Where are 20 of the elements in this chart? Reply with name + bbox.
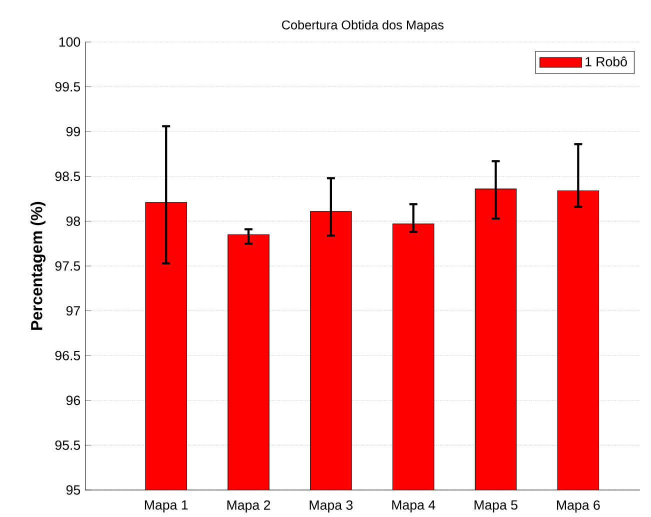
y-tick-label: 99 bbox=[66, 126, 80, 136]
y-tick-label: 97 bbox=[66, 306, 80, 316]
y-tick-label: 95.5 bbox=[55, 440, 80, 450]
y-tick-label: 98.5 bbox=[55, 172, 80, 182]
y-tick-label: 99.5 bbox=[55, 82, 80, 92]
x-tick-label: Mapa 5 bbox=[474, 500, 518, 512]
y-axis-title: Percentagem (%) bbox=[30, 202, 46, 330]
y-tick-label: 95 bbox=[66, 485, 80, 495]
y-tick-label: 96 bbox=[66, 396, 80, 406]
y-tick-label: 97.5 bbox=[55, 261, 80, 271]
y-tick-label: 100 bbox=[59, 37, 80, 47]
x-tick-label: Mapa 4 bbox=[392, 500, 436, 512]
chart-title: Cobertura Obtida dos Mapas bbox=[282, 20, 444, 32]
y-tick-label: 96.5 bbox=[55, 350, 80, 360]
y-tick-label: 98 bbox=[66, 216, 80, 226]
legend-label: 1 Robô bbox=[586, 56, 627, 66]
x-tick-label: Mapa 1 bbox=[144, 500, 188, 512]
x-tick-label: Mapa 3 bbox=[310, 500, 353, 513]
x-tick-label: Mapa 6 bbox=[557, 500, 600, 513]
x-tick-label: Mapa 2 bbox=[227, 500, 270, 513]
